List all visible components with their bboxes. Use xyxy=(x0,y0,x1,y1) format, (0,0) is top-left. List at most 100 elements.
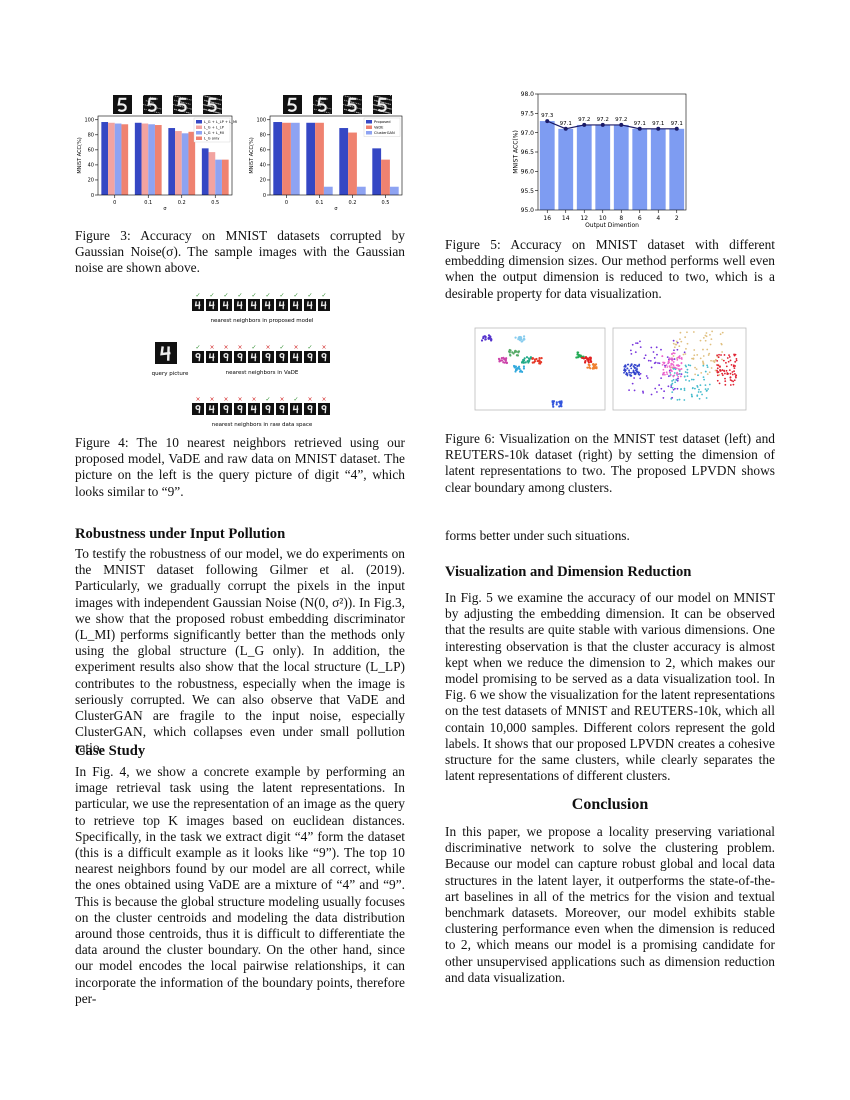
noise xyxy=(209,101,211,103)
dot xyxy=(629,374,632,377)
noise xyxy=(214,102,216,104)
dot xyxy=(625,373,628,376)
digit-stroke xyxy=(292,405,299,414)
y-tick-label: 97.0 xyxy=(521,130,535,137)
section-heading: Conclusion xyxy=(571,796,649,813)
dot xyxy=(678,355,681,357)
noise xyxy=(357,103,359,105)
noise xyxy=(344,99,346,101)
dot xyxy=(630,372,633,374)
digit-stroke xyxy=(264,301,271,310)
noise xyxy=(210,97,212,99)
plot-frame xyxy=(97,115,233,196)
dot xyxy=(723,369,725,372)
dot xyxy=(686,375,689,378)
point xyxy=(674,126,679,131)
dot xyxy=(669,366,671,369)
dot xyxy=(580,356,584,359)
legend-swatch xyxy=(196,136,202,140)
noise xyxy=(188,99,190,101)
legend-label: L_G only xyxy=(204,137,220,141)
dot xyxy=(662,373,665,376)
dot xyxy=(664,364,666,367)
dot xyxy=(704,339,707,342)
dot xyxy=(722,359,725,362)
noise xyxy=(375,95,377,97)
dot xyxy=(734,360,737,363)
dot xyxy=(508,348,511,352)
noise xyxy=(315,100,317,102)
x-axis-label: σ xyxy=(163,206,167,212)
dot xyxy=(628,389,630,392)
dot xyxy=(670,369,672,372)
x-tick-label: 6 xyxy=(638,215,642,222)
dot xyxy=(654,387,657,390)
noise xyxy=(345,104,347,106)
dot xyxy=(677,365,679,367)
dot xyxy=(505,357,508,360)
dot xyxy=(524,361,527,364)
noise xyxy=(329,112,331,114)
dot xyxy=(626,374,629,377)
dot xyxy=(576,351,579,354)
result-mark: × xyxy=(251,396,256,403)
legend-label: L_G + L_MI xyxy=(204,131,224,135)
dot xyxy=(702,337,705,339)
noise xyxy=(180,105,182,107)
noise xyxy=(345,100,347,102)
noise xyxy=(318,105,320,107)
noise xyxy=(383,106,385,108)
noise xyxy=(186,111,188,113)
dot xyxy=(677,368,680,370)
noise xyxy=(345,95,347,97)
dot xyxy=(699,391,702,393)
dot xyxy=(735,358,738,360)
dot xyxy=(674,368,677,371)
dot xyxy=(652,351,655,353)
y-tick-label: 100 xyxy=(256,118,266,124)
dot xyxy=(516,354,519,357)
row-label: nearest neighbors in VaDE xyxy=(226,370,299,376)
dot xyxy=(679,375,682,378)
dot xyxy=(512,364,516,368)
dot xyxy=(724,380,727,383)
paragraph: forms better under such situations. xyxy=(445,528,630,543)
dot xyxy=(702,348,704,351)
noise xyxy=(208,105,210,107)
dot xyxy=(540,357,543,360)
dot xyxy=(684,371,687,373)
noise xyxy=(220,108,222,110)
y-tick-label: 60 xyxy=(88,148,94,154)
dot xyxy=(721,351,724,353)
noise xyxy=(377,105,379,107)
bar xyxy=(539,121,555,210)
noise xyxy=(314,104,316,106)
caption: Figure 6: Visualization on the MNIST tes… xyxy=(445,431,775,495)
dot xyxy=(675,367,678,370)
dot xyxy=(503,361,506,364)
dot xyxy=(685,347,687,350)
dot xyxy=(594,363,598,366)
noise xyxy=(378,96,380,98)
legend-label: L_G + L_LP xyxy=(204,126,225,130)
dot xyxy=(682,353,685,356)
bar xyxy=(181,133,189,195)
dot xyxy=(684,353,687,355)
noise xyxy=(150,96,152,98)
result-mark: × xyxy=(321,396,326,403)
x-axis-label: Output Dimention xyxy=(585,222,639,229)
dot xyxy=(683,389,686,392)
dot xyxy=(728,354,730,356)
dot xyxy=(625,371,628,374)
noise xyxy=(218,112,220,114)
dot xyxy=(716,367,719,370)
dot xyxy=(717,371,720,373)
dot xyxy=(708,383,711,386)
dot xyxy=(704,334,707,337)
result-mark: ✓ xyxy=(307,344,312,351)
noise xyxy=(343,95,345,97)
dot xyxy=(514,350,517,353)
bar xyxy=(221,159,229,195)
noise xyxy=(152,101,154,103)
noise xyxy=(321,97,323,99)
